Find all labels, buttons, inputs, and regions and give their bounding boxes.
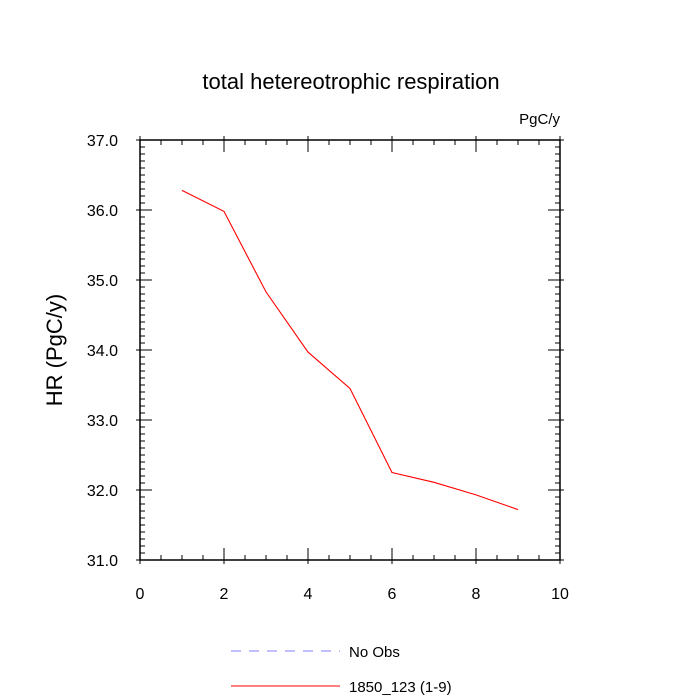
x-tick-label: 10 — [551, 586, 569, 603]
x-tick-label: 6 — [388, 586, 397, 603]
chart-title: total hetereotrophic respiration — [202, 69, 499, 94]
tick-labels: 0 2 4 6 8 10 31.0 32.0 33.0 34.0 35.0 36.0 37.0 — [87, 133, 569, 603]
series-line — [181, 189, 519, 511]
legend: No Obs 1850_123 (1-9) — [231, 644, 452, 696]
plot-frame — [139, 139, 561, 561]
x-tick-label: 8 — [472, 586, 481, 603]
y-tick-label: 35.0 — [87, 273, 118, 290]
x-tick-label: 0 — [136, 586, 145, 603]
y-tick-label: 33.0 — [87, 413, 118, 430]
legend-label: No Obs — [349, 644, 400, 661]
y-tick-label: 34.0 — [87, 343, 118, 360]
series-layer — [181, 189, 519, 511]
y-tick-label: 31.0 — [87, 553, 118, 570]
y-tick-label: 37.0 — [87, 133, 118, 150]
units-label: PgC/y — [519, 111, 560, 128]
x-tick-label: 4 — [304, 586, 313, 603]
y-tick-label: 36.0 — [87, 203, 118, 220]
x-tick-label: 2 — [220, 586, 229, 603]
axis-ticks — [136, 136, 564, 564]
legend-label: 1850_123 (1-9) — [349, 679, 452, 696]
y-axis-label: HR (PgC/y) — [42, 294, 67, 406]
y-tick-label: 32.0 — [87, 483, 118, 500]
